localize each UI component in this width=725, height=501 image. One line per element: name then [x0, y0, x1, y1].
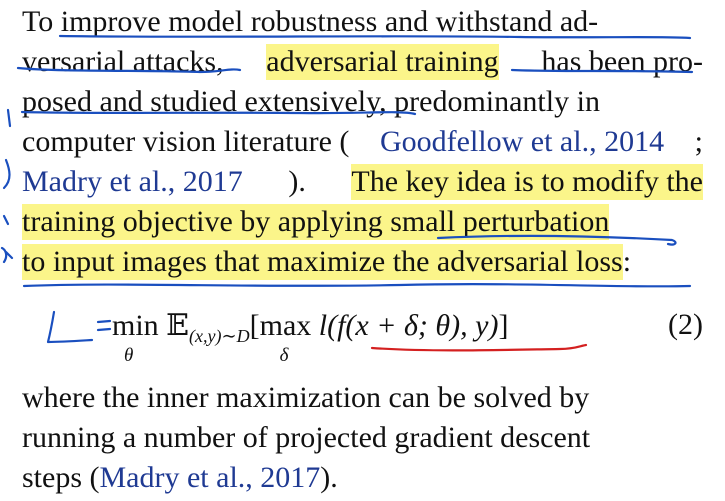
line-1-text: To improve model robustness and withstan…	[22, 5, 599, 38]
max-subscript: δ	[279, 345, 289, 366]
margin-scribble	[0, 246, 14, 264]
highlight-key-idea: The key idea is to modify the	[351, 164, 703, 200]
citation-madry[interactable]: Madry et al., 2017	[22, 165, 243, 198]
line-10-end: ).	[320, 461, 338, 494]
line-8-text: where the inner maximization can be solv…	[22, 381, 590, 414]
left-tick-mark	[2, 214, 10, 226]
citation-madry-2[interactable]: Madry et al., 2017	[99, 461, 321, 494]
bracket-open: [	[249, 309, 260, 342]
text-line-5: Madry et al., 2017 ). The key idea is to…	[22, 164, 703, 200]
highlight-adversarial-training: adversarial training	[266, 44, 499, 80]
line-10-start: steps (	[22, 461, 100, 494]
line-4-end: ;	[694, 125, 703, 158]
highlight-input-images: to input images that maximize the advers…	[22, 244, 623, 280]
line-3-text: posed and studied extensively, predomina…	[22, 85, 600, 118]
text-line-10: steps (Madry et al., 2017).	[22, 460, 703, 496]
highlight-training-objective: training objective by applying small per…	[22, 204, 610, 240]
equation-2: min θ 𝔼(x,y)∼D[ max δ l(f(x + δ; θ), y)]…	[0, 302, 725, 366]
text-line-4: computer vision literature ( Goodfellow …	[22, 124, 703, 160]
line-9-text: running a number of projected gradient d…	[22, 421, 591, 454]
loss-term: l(f(x + δ; θ), y)	[318, 309, 499, 342]
max-operator: max δ	[260, 308, 312, 366]
line-2-start: versarial attacks,	[22, 45, 224, 78]
line-7-end: :	[622, 245, 632, 278]
text-line-7: to input images that maximize the advers…	[22, 244, 703, 280]
text-line-3: posed and studied extensively, predomina…	[22, 84, 703, 120]
left-bracket-hook	[2, 158, 11, 190]
text-line-8: where the inner maximization can be solv…	[22, 380, 703, 416]
expectation-symbol: 𝔼	[166, 309, 190, 342]
line-4-start: computer vision literature (	[22, 125, 350, 158]
line-5-mid: ).	[288, 165, 306, 198]
line-2-end: has been pro-	[541, 45, 703, 78]
text-line-9: running a number of projected gradient d…	[22, 420, 703, 456]
equation-number: (2)	[668, 308, 703, 341]
left-bracket-mark	[6, 108, 12, 128]
min-subscript: θ	[124, 345, 134, 366]
underline-line-7	[22, 283, 692, 288]
text-line-1: To improve model robustness and withstan…	[22, 4, 703, 40]
text-line-6: training objective by applying small per…	[22, 204, 703, 240]
equation-body: min θ 𝔼(x,y)∼D[ max δ l(f(x + δ; θ), y)]	[112, 308, 509, 366]
expectation-subscript: (x,y)∼D	[189, 326, 250, 346]
min-operator: min θ	[112, 308, 159, 366]
bracket-close: ]	[498, 309, 509, 342]
text-line-2: versarial attacks, adversarial training …	[22, 44, 703, 80]
citation-goodfellow[interactable]: Goodfellow et al., 2014	[379, 125, 665, 158]
